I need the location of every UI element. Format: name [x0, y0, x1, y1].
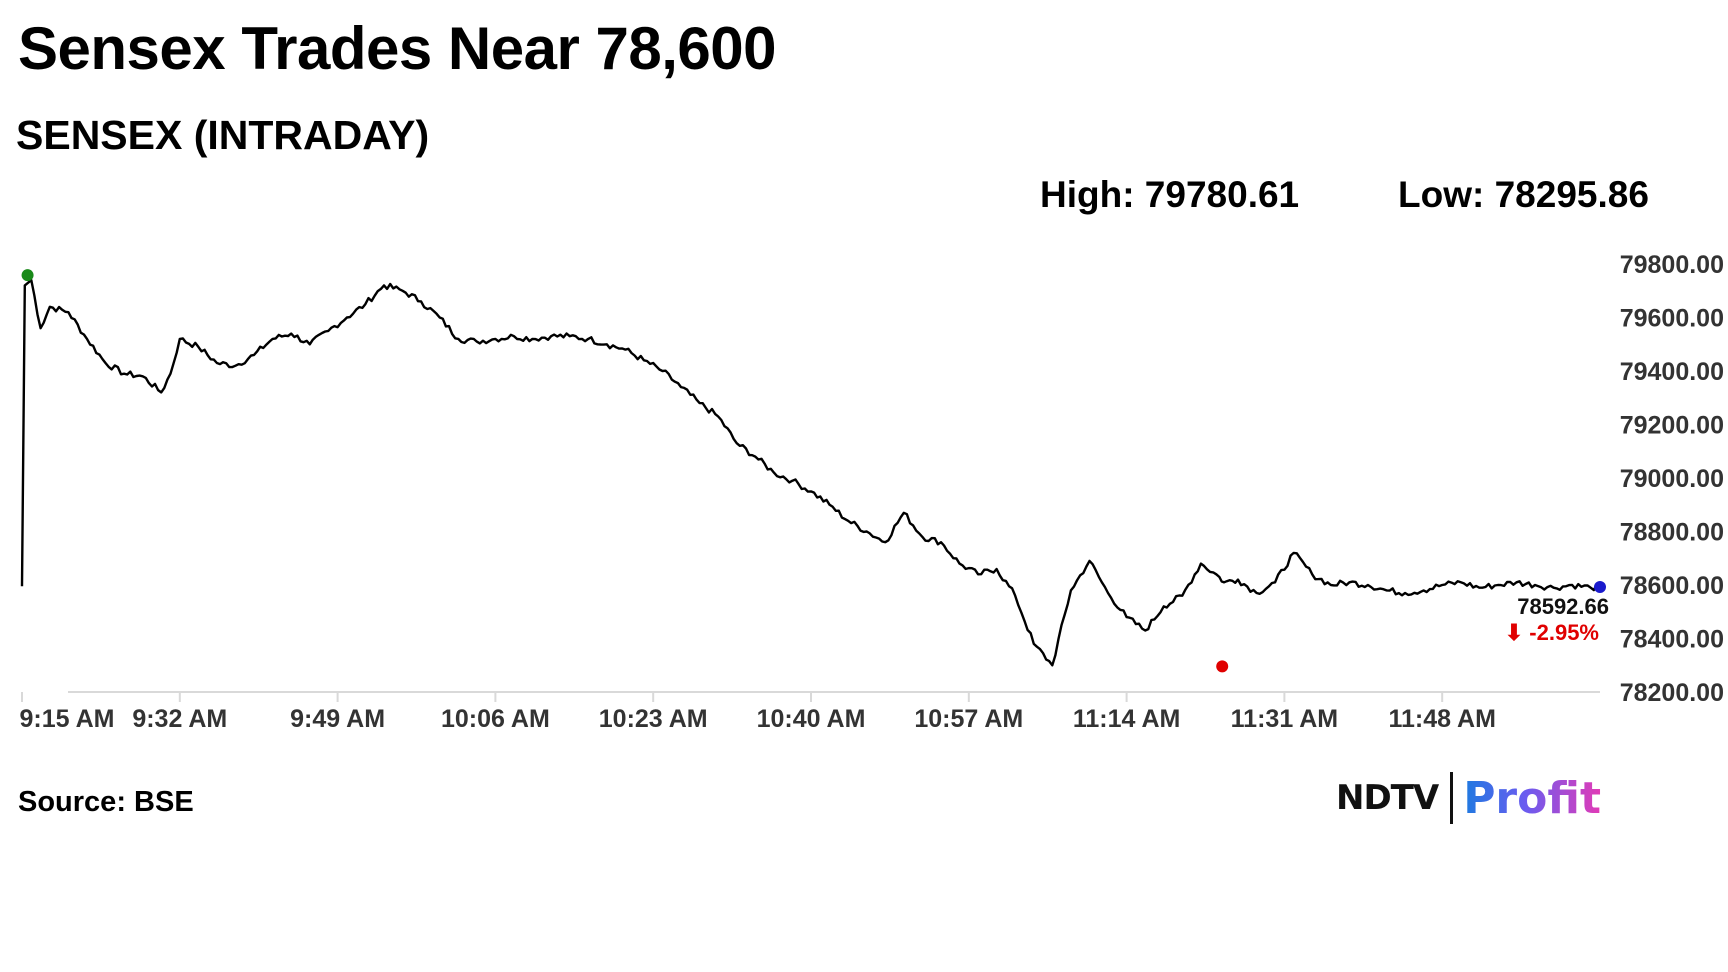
source-note: Source: BSE: [18, 786, 194, 818]
logo-profit-text: Profit: [1463, 772, 1602, 824]
low-marker: [1216, 660, 1229, 673]
x-tick-label: 9:32 AM: [132, 705, 227, 733]
low-value: Low: 78295.86: [1398, 174, 1649, 215]
high-value: High: 79780.61: [1040, 174, 1300, 215]
logo-ndtv-text: NDTV: [1336, 778, 1439, 818]
y-tick-label: 79800.00: [1620, 251, 1724, 279]
y-tick-label: 78400.00: [1620, 626, 1724, 654]
y-tick-label: 79600.00: [1620, 305, 1724, 333]
x-tick-label: 11:14 AM: [1073, 705, 1180, 733]
logo-divider: [1450, 772, 1454, 824]
x-tick-label: 10:23 AM: [599, 705, 708, 733]
headline: Sensex Trades Near 78,600: [18, 15, 777, 82]
x-tick-label: 11:31 AM: [1231, 705, 1338, 733]
last-marker: [1594, 580, 1606, 593]
x-tick-label: 10:40 AM: [757, 705, 866, 733]
last-value-label: 78592.66: [1517, 594, 1609, 619]
intraday-chart: 9:15 AM 9:32 AM 9:49 AM 10:06 AM 10:23 AM 10:…: [20, 251, 1724, 733]
x-tick-label: 10:06 AM: [441, 705, 550, 733]
y-tick-label: 78800.00: [1620, 519, 1724, 547]
y-tick-label: 79400.00: [1620, 358, 1724, 386]
high-marker: [21, 269, 34, 282]
y-tick-label: 79000.00: [1620, 465, 1724, 493]
y-tick-label: 79200.00: [1620, 412, 1724, 440]
y-tick-label: 78200.00: [1620, 679, 1724, 707]
sensex-line: [20, 278, 1601, 667]
x-tick-label: 9:49 AM: [290, 705, 385, 733]
y-tick-label: 78600.00: [1620, 572, 1724, 600]
chart-subtitle: SENSEX (INTRADAY): [16, 112, 430, 158]
x-tick-label: 10:57 AM: [914, 705, 1023, 733]
ndtv-profit-logo: NDTV Profit: [1336, 770, 1601, 826]
x-tick-label: 9:15 AM: [20, 705, 115, 733]
change-label: ⬇ -2.95%: [1505, 620, 1599, 645]
x-tick-label: 11:48 AM: [1388, 705, 1495, 733]
